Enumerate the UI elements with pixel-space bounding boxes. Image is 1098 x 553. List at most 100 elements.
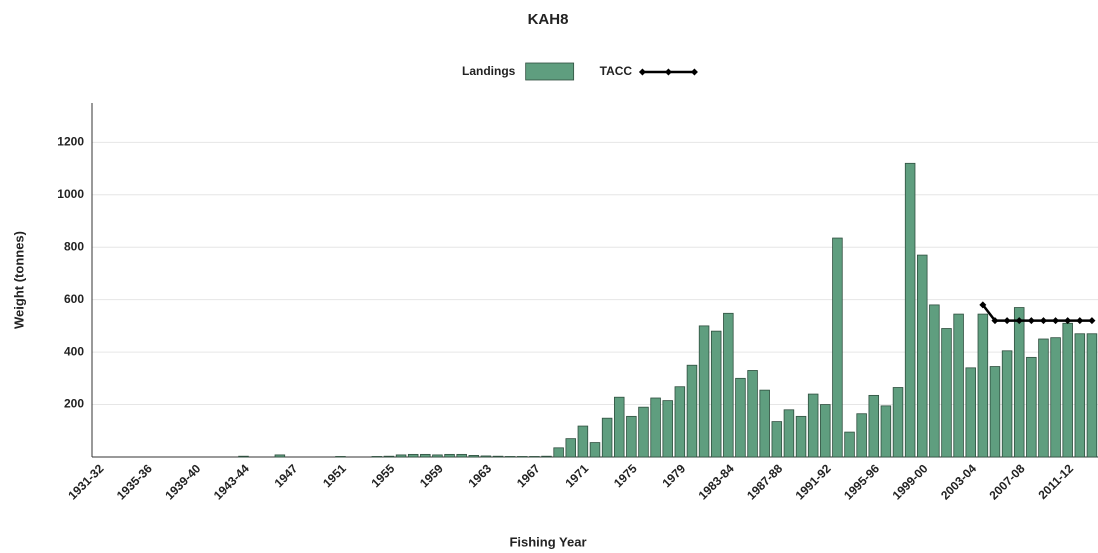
bar xyxy=(589,442,601,458)
x-tick-label: 1987-88 xyxy=(744,461,785,502)
bar xyxy=(480,455,492,458)
x-tick-label: 1955 xyxy=(369,461,398,490)
bar xyxy=(856,413,867,458)
bar xyxy=(953,313,964,458)
bar xyxy=(238,455,249,458)
bar xyxy=(541,455,552,458)
bar xyxy=(868,394,880,458)
bar xyxy=(941,328,952,458)
bar xyxy=(892,387,904,458)
bar xyxy=(965,367,976,458)
y-tick-label: 1000 xyxy=(57,187,84,201)
bar xyxy=(759,389,770,458)
x-tick-label: 1943-44 xyxy=(211,461,252,502)
bar xyxy=(274,454,286,458)
bar xyxy=(1026,356,1037,458)
bar xyxy=(553,447,564,458)
bar xyxy=(650,397,661,458)
x-tick-label: 1967 xyxy=(514,461,543,490)
bar xyxy=(1001,350,1013,458)
x-tick-label: 2007-08 xyxy=(987,461,1028,502)
y-tick-label: 600 xyxy=(64,292,84,306)
bar xyxy=(844,431,855,458)
bar xyxy=(383,455,395,458)
chart-title: KAH8 xyxy=(528,11,569,28)
bar xyxy=(517,456,528,458)
line-marker xyxy=(1076,317,1084,325)
y-tick-label: 200 xyxy=(64,397,84,411)
x-tick-label: 1995-96 xyxy=(841,461,882,502)
bar xyxy=(783,409,795,458)
bar xyxy=(1074,333,1086,458)
line-marker xyxy=(1003,317,1011,325)
x-tick-label: 2003-04 xyxy=(938,461,979,502)
x-tick-label: 1971 xyxy=(562,461,591,490)
bar xyxy=(735,377,746,458)
y-tick-label: 1200 xyxy=(57,135,84,149)
bar xyxy=(492,455,504,458)
bar xyxy=(638,406,649,458)
x-tick-label: 1963 xyxy=(465,461,494,490)
bar xyxy=(686,364,698,458)
bar xyxy=(565,438,577,458)
bar xyxy=(420,453,431,458)
legend-marker xyxy=(690,68,698,76)
x-tick-label: 1939-40 xyxy=(162,461,203,502)
x-tick-label: 1983-84 xyxy=(696,461,737,502)
x-tick-label: 1931-32 xyxy=(65,461,106,502)
bar xyxy=(929,304,940,458)
bar xyxy=(723,312,734,458)
bar xyxy=(1086,333,1098,458)
legend-marker xyxy=(638,68,646,76)
x-tick-label: 1991-92 xyxy=(793,461,834,502)
bar xyxy=(807,393,819,458)
bar xyxy=(371,456,383,458)
bar xyxy=(832,237,843,458)
x-tick-label: 1947 xyxy=(272,461,301,490)
bar xyxy=(1013,307,1025,458)
bar xyxy=(977,313,989,458)
bar xyxy=(989,366,1001,458)
bar xyxy=(335,456,346,458)
bar xyxy=(504,456,516,458)
bar xyxy=(917,254,928,458)
line-marker xyxy=(1015,317,1023,325)
line-marker xyxy=(1027,317,1035,325)
line-marker xyxy=(991,317,999,325)
bar xyxy=(456,453,467,458)
x-tick-label: 1951 xyxy=(320,461,349,490)
bar xyxy=(444,453,455,458)
x-tick-label: 1975 xyxy=(611,461,640,490)
x-tick-label: 1979 xyxy=(659,461,688,490)
x-tick-label: 1959 xyxy=(417,461,446,490)
bar xyxy=(577,425,589,458)
bar xyxy=(626,415,637,458)
x-tick-label: 1935-36 xyxy=(114,461,155,502)
x-tick-label: 2011-12 xyxy=(1035,461,1076,502)
bar xyxy=(795,415,807,458)
line xyxy=(981,304,1092,322)
line-marker xyxy=(1052,317,1060,325)
y-axis-title: Weight (tonnes) xyxy=(11,231,26,329)
line-marker xyxy=(979,301,987,309)
bar xyxy=(674,386,686,458)
bar xyxy=(407,453,419,458)
x-tick-label: 1999-00 xyxy=(890,461,931,502)
bar xyxy=(698,325,710,458)
bar xyxy=(1062,322,1073,458)
y-tick-label: 800 xyxy=(64,239,84,253)
bar xyxy=(601,417,613,458)
bar xyxy=(529,456,540,458)
x-axis-title: Fishing Year xyxy=(509,534,586,549)
bar xyxy=(1050,337,1061,458)
bar xyxy=(432,454,443,458)
bar xyxy=(662,400,673,458)
legend-label: TACC xyxy=(600,64,633,78)
bar xyxy=(710,330,722,458)
bar xyxy=(880,405,892,458)
bar xyxy=(771,421,783,458)
bar xyxy=(1038,338,1049,458)
bar xyxy=(747,370,758,458)
line-marker xyxy=(1088,317,1096,325)
